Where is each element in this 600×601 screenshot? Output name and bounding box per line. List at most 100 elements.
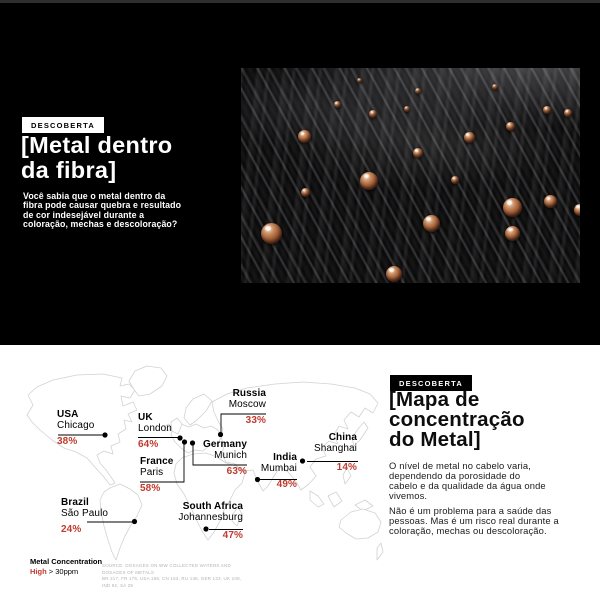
africa-outline xyxy=(173,452,246,541)
madagascar-outline xyxy=(231,506,243,527)
metal-droplet xyxy=(413,148,423,158)
connector-lines xyxy=(58,413,358,530)
hero-section: DESCOBERTA [Metal dentro da fibra] Você … xyxy=(0,0,600,345)
metal-droplet xyxy=(369,110,377,118)
johannesburg-dot xyxy=(203,526,209,532)
france-connector xyxy=(140,443,185,483)
concentration-value: 63% xyxy=(226,466,247,478)
metal-droplet xyxy=(404,106,410,112)
hero-title-line1: [Metal dentro xyxy=(21,132,173,158)
metal-droplet xyxy=(544,195,557,208)
city-name: Moscow xyxy=(228,398,266,410)
map-label-uk: UK London 64% xyxy=(138,412,172,451)
panel-title-line3: do Metal] xyxy=(389,428,481,451)
paris-dot xyxy=(181,439,188,445)
metal-droplet xyxy=(334,101,341,108)
metal-droplet xyxy=(543,106,551,114)
map-label-usa: USA Chicago 38% xyxy=(57,409,95,448)
map-label-russia: Russia Moscow 33% xyxy=(228,388,266,427)
map-label-germany: Germany Munich 63% xyxy=(203,439,247,478)
panel-paragraph-2: Não é um problema para a saúde das pesso… xyxy=(389,505,559,536)
concentration-value: 49% xyxy=(276,479,297,491)
russia-connector xyxy=(220,413,266,433)
map-label-south-africa: South Africa Johannesburg 47% xyxy=(178,501,243,542)
germany-connector xyxy=(192,444,247,466)
map-legend: Metal Concentration High > 30ppm xyxy=(30,557,102,576)
panel-body: O nível de metal no cabelo varia, depend… xyxy=(389,461,577,541)
metal-droplet xyxy=(464,132,475,143)
legend-title: Metal Concentration xyxy=(30,557,103,566)
map-label-india: India Mumbai 49% xyxy=(260,452,297,491)
metal-droplet xyxy=(503,198,522,217)
country-name: France xyxy=(140,456,174,467)
hero-body-text: Você sabia que o metal dentro da fibra p… xyxy=(23,191,182,229)
philippines-outline xyxy=(342,467,352,485)
concentration-value: 24% xyxy=(61,524,82,536)
concentration-value: 64% xyxy=(138,439,159,451)
uk-outline xyxy=(170,417,183,435)
city-name: São Paulo xyxy=(61,507,109,519)
borneo-outline xyxy=(327,491,343,508)
sumatra-outline xyxy=(309,490,325,508)
source-note-line1: SOURCE: DOSAGES ON WW COLLECTED WATERS A… xyxy=(102,563,231,575)
mumbai-dot xyxy=(254,476,261,483)
legend-threshold: > 30ppm xyxy=(48,566,79,576)
top-edge-strip xyxy=(0,0,600,3)
panel-title-line2: concentração xyxy=(389,408,525,431)
metal-droplet xyxy=(386,266,402,282)
new-zealand-outline xyxy=(376,542,384,561)
concentration-value: 38% xyxy=(57,436,78,448)
metal-droplet xyxy=(415,88,421,94)
map-label-china: China Shanghai 14% xyxy=(313,432,357,474)
country-name: India xyxy=(273,452,297,463)
scandinavia-outline xyxy=(183,393,213,426)
hair-fibers-photo xyxy=(241,68,580,283)
city-name: Chicago xyxy=(57,419,95,431)
australia-outline xyxy=(338,508,382,540)
japan-outline xyxy=(351,421,369,447)
discovery-badge: DESCOBERTA xyxy=(22,117,104,133)
hero-title: [Metal dentro da fibra] xyxy=(21,133,172,182)
hero-title-line2: da fibra] xyxy=(21,156,117,183)
metal-droplet xyxy=(505,226,520,241)
discovery-badge-dark: DESCOBERTA xyxy=(390,375,472,391)
chicago-dot xyxy=(102,432,108,438)
city-name: Shanghai xyxy=(313,442,357,454)
munich-dot xyxy=(189,440,196,446)
city-name: Munich xyxy=(214,449,247,461)
source-note: SOURCE: DOSAGES ON WW COLLECTED WATERS A… xyxy=(102,563,242,589)
shanghai-dot xyxy=(299,458,306,464)
metal-droplet xyxy=(564,109,572,117)
country-name: Russia xyxy=(232,388,266,399)
concentration-value: 14% xyxy=(336,462,357,474)
city-name: Johannesburg xyxy=(178,511,243,523)
metal-droplet xyxy=(360,172,378,190)
metal-droplet xyxy=(261,223,282,244)
metal-droplet xyxy=(506,122,515,131)
panel-paragraph-1: O nível de metal no cabelo varia, depend… xyxy=(389,460,546,501)
legend-level: High xyxy=(30,566,47,576)
legend-value: High > 30ppm xyxy=(30,567,102,577)
source-note-line2: BR 217, FR 176, USA 169, CN 163, RU 136,… xyxy=(102,576,242,588)
city-name: London xyxy=(138,422,172,434)
country-name: China xyxy=(328,432,357,443)
metal-droplet xyxy=(423,215,440,232)
london-dot xyxy=(177,435,183,441)
country-name: Brazil xyxy=(61,497,89,508)
city-name: Mumbai xyxy=(260,462,297,474)
country-name: USA xyxy=(57,409,79,420)
city-name: Paris xyxy=(140,466,164,478)
metal-droplet xyxy=(357,78,362,83)
metal-droplet xyxy=(492,84,498,90)
concentration-value: 33% xyxy=(245,415,266,427)
greenland-outline xyxy=(128,365,168,397)
north-america-outline xyxy=(26,373,138,486)
map-label-brazil: Brazil São Paulo 24% xyxy=(61,497,109,536)
moscow-dot xyxy=(217,431,224,438)
map-label-france: France Paris 58% xyxy=(140,456,174,495)
panel-title: [Mapa de concentração do Metal] xyxy=(389,388,525,451)
concentration-value: 58% xyxy=(140,483,161,495)
world-map-svg xyxy=(26,365,384,561)
panel-title-line1: [Mapa de xyxy=(389,388,480,411)
